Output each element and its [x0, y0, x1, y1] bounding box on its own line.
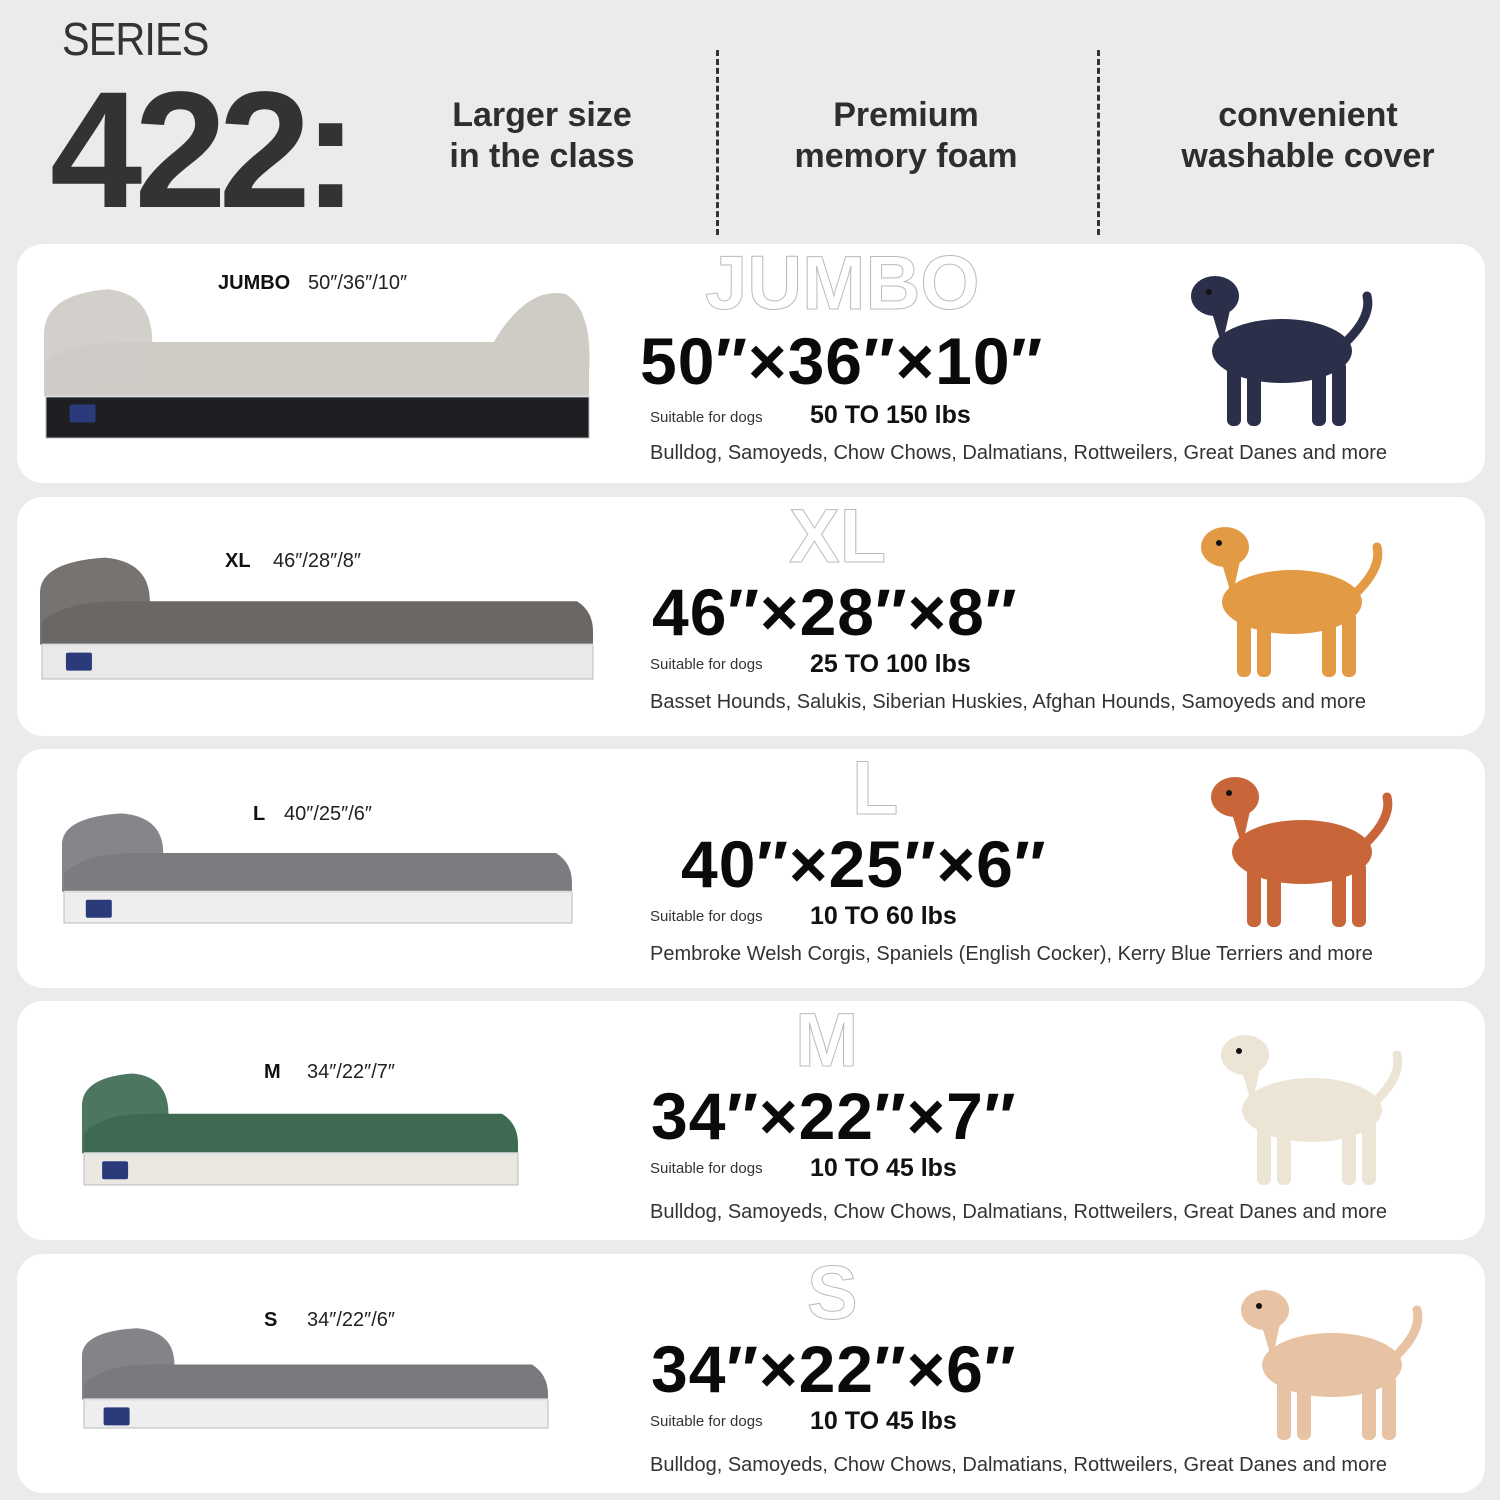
divider: [1097, 50, 1100, 235]
size-short-dims: 50″/36″/10″: [308, 272, 408, 294]
suitable-label: Suitable for dogs: [650, 409, 763, 426]
dimensions: 34″×22″×7″: [651, 1079, 1017, 1153]
feature-memory-foam: Premium memory foam: [726, 95, 1086, 177]
weight-range: 10 TO 60 lbs: [810, 902, 957, 930]
size-label: XL: [225, 550, 251, 572]
dimensions: 46″×28″×8″: [652, 575, 1018, 649]
feature-line: in the class: [449, 137, 635, 175]
breed-list: Bulldog, Samoyeds, Chow Chows, Dalmatian…: [650, 1201, 1387, 1223]
suitable-label: Suitable for dogs: [650, 656, 763, 673]
dimensions: 34″×22″×6″: [651, 1332, 1017, 1406]
suitable-label: Suitable for dogs: [650, 908, 763, 925]
size-watermark: S: [807, 1254, 859, 1336]
size-card-xl: XL 46″/28″/8″ XL 46″×28″×8″ Suitable for dog…: [17, 497, 1485, 736]
size-card-s: S 34″/22″/6″ S 34″×22″×6″ Suitable for dogs 1…: [17, 1254, 1485, 1493]
weight-range: 50 TO 150 lbs: [810, 401, 971, 429]
feature-line: washable cover: [1181, 137, 1435, 175]
size-card-l: L 40″/25″/6″ L 40″×25″×6″ Suitable for dogs 1…: [17, 749, 1485, 988]
bed-image: [80, 1326, 552, 1441]
breed-list: Bulldog, Samoyeds, Chow Chows, Dalmatian…: [650, 1454, 1387, 1476]
feature-line: Larger size: [452, 96, 632, 134]
size-card-m: M 34″/22″/7″ M 34″×22″×7″ Suitable for dogs 1…: [17, 1001, 1485, 1240]
beagle-icon: [1187, 767, 1407, 942]
feature-larger-size: Larger size in the class: [362, 95, 722, 177]
dimensions: 50″×36″×10″: [640, 324, 1044, 398]
size-short-dims: 34″/22″/7″: [307, 1061, 395, 1083]
bed-image: [60, 811, 576, 936]
feature-line: memory foam: [794, 137, 1018, 175]
size-short-dims: 46″/28″/8″: [273, 550, 361, 572]
weight-range: 25 TO 100 lbs: [810, 650, 971, 678]
suitable-label: Suitable for dogs: [650, 1413, 763, 1430]
feature-washable-cover: convenient washable cover: [1128, 95, 1488, 177]
size-label: S: [264, 1309, 278, 1331]
size-watermark: XL: [788, 497, 887, 579]
weight-range: 10 TO 45 lbs: [810, 1154, 957, 1182]
feature-line: Premium: [833, 96, 979, 134]
divider: [716, 50, 719, 235]
doberman-icon: [1167, 266, 1387, 441]
size-watermark: L: [851, 749, 899, 831]
breed-list: Bulldog, Samoyeds, Chow Chows, Dalmatian…: [650, 442, 1387, 464]
breed-list: Basset Hounds, Salukis, Siberian Huskies…: [650, 691, 1366, 713]
size-short-dims: 34″/22″/6″: [307, 1309, 395, 1331]
bed-image: [38, 555, 597, 692]
weight-range: 10 TO 45 lbs: [810, 1407, 957, 1435]
size-label: M: [264, 1061, 281, 1083]
bed-image: [80, 1071, 522, 1198]
size-watermark: M: [794, 1001, 859, 1083]
size-label: JUMBO: [218, 272, 291, 294]
size-label: L: [253, 803, 266, 825]
size-card-jumbo: JUMBO 50″/36″/10″ JUMBO 50″×36″×10″ Suitable…: [17, 244, 1485, 483]
series-number: 422:: [50, 58, 358, 243]
feature-line: convenient: [1218, 96, 1398, 134]
retriever-icon: [1177, 517, 1397, 692]
pug-icon: [1197, 1025, 1417, 1200]
pomeranian-icon: [1217, 1280, 1437, 1455]
suitable-label: Suitable for dogs: [650, 1160, 763, 1177]
dimensions: 40″×25″×6″: [681, 827, 1047, 901]
bed-image: [42, 286, 593, 451]
breed-list: Pembroke Welsh Corgis, Spaniels (English…: [650, 943, 1373, 965]
series-label: SERIES: [62, 13, 209, 65]
size-short-dims: 40″/25″/6″: [284, 803, 372, 825]
size-watermark: JUMBO: [704, 244, 980, 326]
